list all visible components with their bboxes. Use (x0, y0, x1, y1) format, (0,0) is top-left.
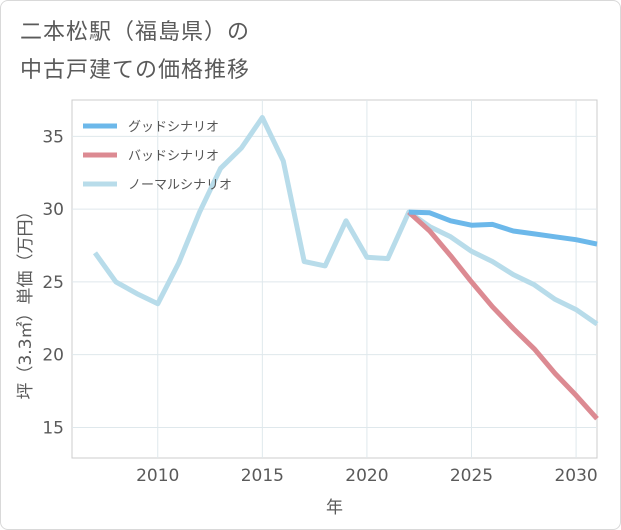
chart-title-line-2: 中古戸建ての価格推移 (20, 58, 251, 83)
x-tick-label: 2015 (241, 466, 284, 486)
series-lines (92, 115, 599, 421)
series-line-0 (408, 209, 598, 247)
legend-label-1: バッドシナリオ (128, 149, 219, 164)
y-tick-label: 30 (42, 200, 64, 220)
x-tick-label: 2010 (136, 466, 179, 486)
legend-label-2: ノーマルシナリオ (128, 178, 232, 193)
y-axis-title: 坪（3.3㎡）単価（万円） (16, 202, 36, 399)
y-tick-label: 25 (42, 273, 64, 293)
y-tick-label: 20 (42, 346, 64, 366)
legend-label-0: グッドシナリオ (128, 120, 219, 135)
series-line-1 (407, 210, 599, 421)
x-axis-title: 年 (326, 498, 343, 518)
chart-title-line-1: 二本松駅（福島県）の (20, 20, 251, 45)
x-tick-label: 2030 (554, 466, 597, 486)
x-tick-label: 2020 (345, 466, 388, 486)
plot-area (71, 99, 598, 459)
chart-title: 二本松駅（福島県）の 中古戸建ての価格推移 (20, 14, 250, 90)
x-tick-label: 2025 (450, 466, 493, 486)
y-tick-label: 35 (42, 127, 64, 147)
y-tick-label: 15 (42, 418, 64, 438)
series-line-2 (92, 115, 599, 327)
